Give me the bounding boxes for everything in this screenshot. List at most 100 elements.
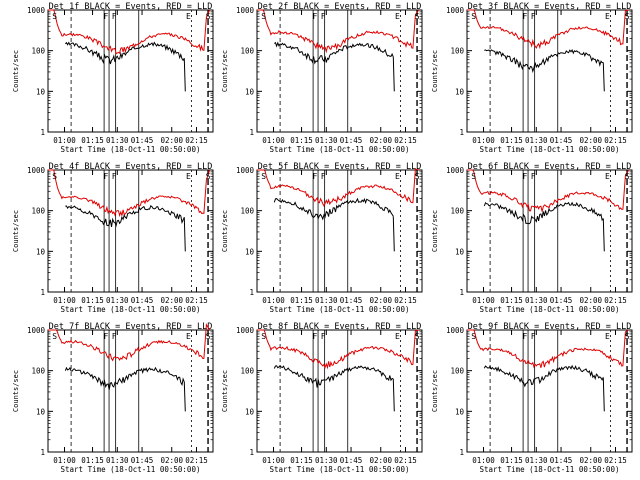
x-tick-label: 01:45 — [340, 136, 363, 145]
x-tick-label: 01:45 — [550, 296, 573, 305]
x-tick-label: 01:30 — [315, 296, 338, 305]
event-marker-letter: S — [415, 12, 420, 21]
plot-frame — [466, 9, 633, 133]
y-tick-label: 1 — [40, 128, 45, 137]
event-marker-letter: S — [52, 332, 57, 341]
x-tick-label: 02:00 — [369, 456, 392, 465]
plot-frame — [47, 169, 214, 293]
y-tick-label: 1 — [459, 448, 464, 457]
event-marker-letter: S — [415, 332, 420, 341]
chart-title: Det 2f BLACK = Events, RED = LLD — [258, 2, 422, 12]
series-events-line — [273, 197, 394, 221]
event-marker-letter: F — [103, 172, 108, 181]
event-marker-letter: F — [522, 12, 527, 21]
y-tick-label: 10 — [36, 407, 46, 416]
event-marker-letter: F — [321, 172, 326, 181]
series-lld-line — [257, 329, 419, 370]
event-marker-letter: E — [605, 12, 610, 21]
x-tick-label: 01:30 — [106, 296, 129, 305]
x-tick-label: 02:00 — [160, 296, 183, 305]
y-tick-label: 100 — [31, 207, 45, 216]
series-events-line — [64, 366, 185, 390]
x-tick-label: 01:00 — [262, 456, 285, 465]
x-axis-label: Start Time (18-Oct-11 00:50:00) — [270, 465, 410, 474]
series-lld-line — [48, 9, 211, 55]
x-tick-label: 02:00 — [369, 296, 392, 305]
x-tick-label: 01:15 — [500, 296, 523, 305]
x-tick-label: 01:30 — [525, 136, 548, 145]
x-tick-label: 01:30 — [315, 136, 338, 145]
event-marker-letter: F — [103, 12, 108, 21]
y-tick-label: 100 — [31, 367, 45, 376]
x-tick-label: 02:00 — [369, 136, 392, 145]
x-tick-label: 01:00 — [53, 136, 76, 145]
y-tick-label: 100 — [240, 47, 254, 56]
y-axis-label: Counts/sec — [221, 50, 229, 92]
x-tick-label: 02:15 — [185, 136, 208, 145]
event-marker-letter: S — [625, 172, 630, 181]
x-axis-label: Start Time (18-Oct-11 00:50:00) — [270, 145, 410, 154]
event-marker-letter: F — [112, 12, 117, 21]
y-tick-label: 1 — [40, 448, 45, 457]
x-axis-label: Start Time (18-Oct-11 00:50:00) — [480, 305, 620, 314]
plot-frame — [256, 329, 423, 453]
series-events-line — [483, 364, 604, 388]
x-tick-label: 02:15 — [185, 456, 208, 465]
x-tick-label: 01:15 — [500, 456, 523, 465]
y-tick-label: 1000 — [236, 166, 255, 175]
event-marker-letter: S — [261, 12, 266, 21]
event-marker-letter: S — [261, 332, 266, 341]
chart-title: Det 6f BLACK = Events, RED = LLD — [468, 162, 632, 172]
chart-panel: Det 9f BLACK = Events, RED = LLD 1 10 100 10… — [431, 322, 633, 474]
y-axis-label: Counts/sec — [431, 210, 439, 252]
x-tick-label: 02:15 — [394, 456, 417, 465]
x-tick-label: 01:00 — [472, 296, 495, 305]
x-tick-label: 02:15 — [185, 296, 208, 305]
event-marker-letter: S — [206, 332, 211, 341]
chart-title: Det 9f BLACK = Events, RED = LLD — [468, 322, 632, 332]
x-tick-label: 01:00 — [53, 456, 76, 465]
plot-frame — [466, 329, 633, 453]
y-axis-label: Counts/sec — [12, 210, 20, 252]
event-marker-letter: F — [112, 332, 117, 341]
y-tick-label: 1000 — [446, 6, 465, 15]
y-tick-label: 100 — [450, 207, 464, 216]
event-marker-letter: F — [522, 332, 527, 341]
x-tick-label: 02:15 — [394, 296, 417, 305]
x-tick-label: 01:30 — [315, 456, 338, 465]
plot-frame — [256, 9, 423, 133]
x-axis-label: Start Time (18-Oct-11 00:50:00) — [61, 465, 201, 474]
event-marker-letter: F — [312, 12, 317, 21]
event-marker-letter: E — [186, 12, 191, 21]
x-tick-label: 01:15 — [290, 296, 313, 305]
x-tick-label: 01:45 — [550, 136, 573, 145]
series-lld-line — [257, 9, 420, 54]
x-tick-label: 01:45 — [131, 136, 154, 145]
series-lld-line — [467, 169, 630, 212]
series-lld-line — [48, 323, 211, 362]
event-marker-letter: S — [415, 172, 420, 181]
chart-panel: Det 2f BLACK = Events, RED = LLD 1 10 100 10… — [221, 2, 423, 154]
x-axis-label: Start Time (18-Oct-11 00:50:00) — [61, 305, 201, 314]
chart-panel: Det 4f BLACK = Events, RED = LLD 1 10 100 10… — [12, 162, 214, 314]
event-marker-letter: E — [395, 12, 400, 21]
chart-title: Det 3f BLACK = Events, RED = LLD — [468, 2, 632, 12]
x-axis-label: Start Time (18-Oct-11 00:50:00) — [480, 145, 620, 154]
event-marker-letter: F — [531, 172, 536, 181]
y-tick-label: 10 — [36, 247, 46, 256]
x-tick-label: 01:00 — [472, 456, 495, 465]
y-axis-label: Counts/sec — [221, 210, 229, 252]
x-tick-label: 01:30 — [525, 456, 548, 465]
series-lld-line — [48, 169, 211, 218]
x-axis-label: Start Time (18-Oct-11 00:50:00) — [480, 465, 620, 474]
event-marker-letter: F — [321, 12, 326, 21]
x-tick-label: 02:00 — [160, 456, 183, 465]
x-tick-label: 01:15 — [290, 136, 313, 145]
plot-frame — [466, 169, 633, 293]
event-marker-letter: S — [471, 12, 476, 21]
series-events-line — [274, 41, 394, 65]
x-tick-label: 01:45 — [550, 456, 573, 465]
event-marker-letter: S — [206, 12, 211, 21]
y-axis-label: Counts/sec — [12, 50, 20, 92]
